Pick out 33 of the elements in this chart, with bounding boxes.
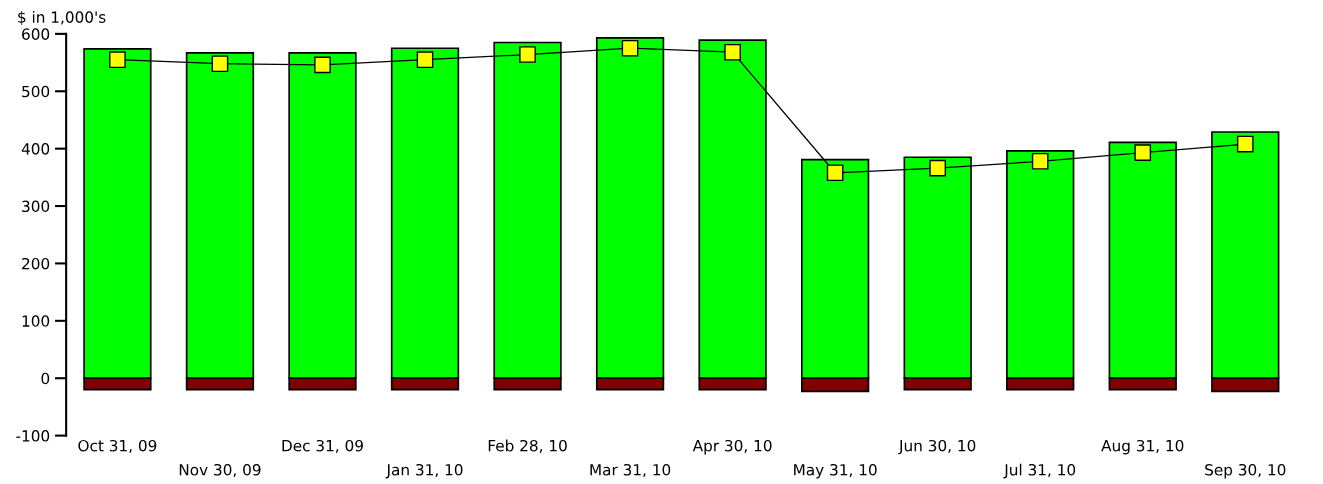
- x-tick-label: Feb 28, 10: [488, 439, 567, 453]
- x-tick-label: Jun 30, 10: [898, 439, 976, 455]
- y-tick-label: 100: [22, 315, 50, 327]
- point: [519, 46, 536, 63]
- x-tick-label: Apr 30, 10: [692, 439, 772, 455]
- x-tick-label: Nov 30, 09: [179, 463, 261, 478]
- x-tick-label: May 31, 10: [794, 463, 877, 479]
- point: [1031, 152, 1049, 170]
- x-tick-label: Jul 31, 10: [1003, 463, 1076, 479]
- x-tick-label: Oct 31, 09: [78, 439, 157, 453]
- point: [724, 43, 741, 61]
- point: [211, 55, 229, 73]
- x-tick-label: Dec 31, 09: [282, 439, 363, 453]
- point: [314, 56, 331, 74]
- point: [416, 51, 434, 69]
- point: [1134, 144, 1152, 162]
- point: [109, 51, 126, 69]
- point: [826, 164, 844, 182]
- x-tick-label: Mar 31, 10: [590, 463, 671, 478]
- x-tick-label: Jan 31, 10: [385, 463, 463, 479]
- y-tick-label: 300: [22, 200, 50, 213]
- y-tick-label: 400: [21, 143, 50, 155]
- x-tick-label: Sep 30, 10: [1205, 463, 1286, 479]
- y-tick-label: 500: [22, 85, 50, 98]
- point: [621, 39, 639, 57]
- y-tick-label: 600: [22, 28, 50, 40]
- y-tick-label: -100: [16, 430, 50, 442]
- point: [1236, 135, 1254, 153]
- y-axis-title: $ in 1,000's: [18, 11, 106, 25]
- point: [929, 159, 947, 177]
- x-tick-label: Aug 31, 10: [1101, 439, 1184, 455]
- y-tick-label: 0: [41, 372, 50, 385]
- y-tick-label: 200: [22, 257, 50, 270]
